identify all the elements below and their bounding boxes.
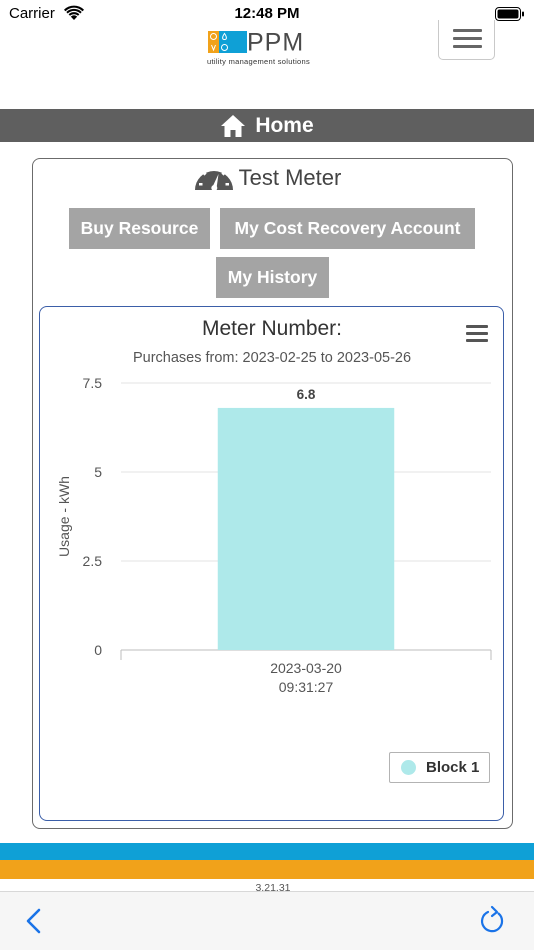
chart-legend-item[interactable]: Block 1: [389, 752, 490, 783]
status-bar: Carrier 12:48 PM: [0, 0, 534, 28]
reload-icon[interactable]: [479, 905, 507, 935]
meter-name: Test Meter: [238, 165, 342, 190]
hamburger-line: [453, 45, 482, 48]
footer-stripe-blue: [0, 843, 534, 860]
chart-subtitle: Purchases from: 2023-02-25 to 2023-05-26: [132, 350, 412, 366]
wifi-icon: [64, 5, 84, 20]
clock: 12:48 PM: [234, 5, 300, 22]
hamburger-line: [466, 332, 488, 335]
carrier-label: Carrier: [9, 5, 55, 22]
chart-panel: [39, 306, 504, 821]
cost-recovery-account-button[interactable]: My Cost Recovery Account: [220, 208, 475, 249]
gauge-icon: [194, 167, 233, 191]
main-menu-button[interactable]: [438, 20, 495, 60]
ppm-logo: PPM: [208, 29, 304, 57]
back-chevron-icon[interactable]: [23, 907, 45, 935]
home-nav-bar[interactable]: Home: [0, 109, 534, 142]
hamburger-line: [453, 37, 482, 40]
footer-stripe-orange: [0, 860, 534, 879]
legend-marker: [401, 760, 416, 775]
logo-text: PPM: [247, 29, 304, 57]
logo-tagline: utility management solutions: [207, 57, 311, 66]
my-history-button[interactable]: My History: [216, 257, 329, 298]
home-icon: [221, 114, 246, 137]
legend-label: Block 1: [426, 759, 480, 776]
battery-icon: [495, 7, 524, 21]
hamburger-line: [466, 339, 488, 342]
chart-menu-button[interactable]: [466, 325, 488, 343]
hamburger-line: [466, 325, 488, 328]
home-title: Home: [255, 113, 314, 137]
browser-toolbar: [0, 891, 534, 950]
hamburger-line: [453, 29, 482, 32]
buy-resource-button[interactable]: Buy Resource: [69, 208, 210, 249]
chart-title: Meter Number:: [201, 317, 343, 340]
meter-title: Test Meter: [0, 160, 534, 196]
